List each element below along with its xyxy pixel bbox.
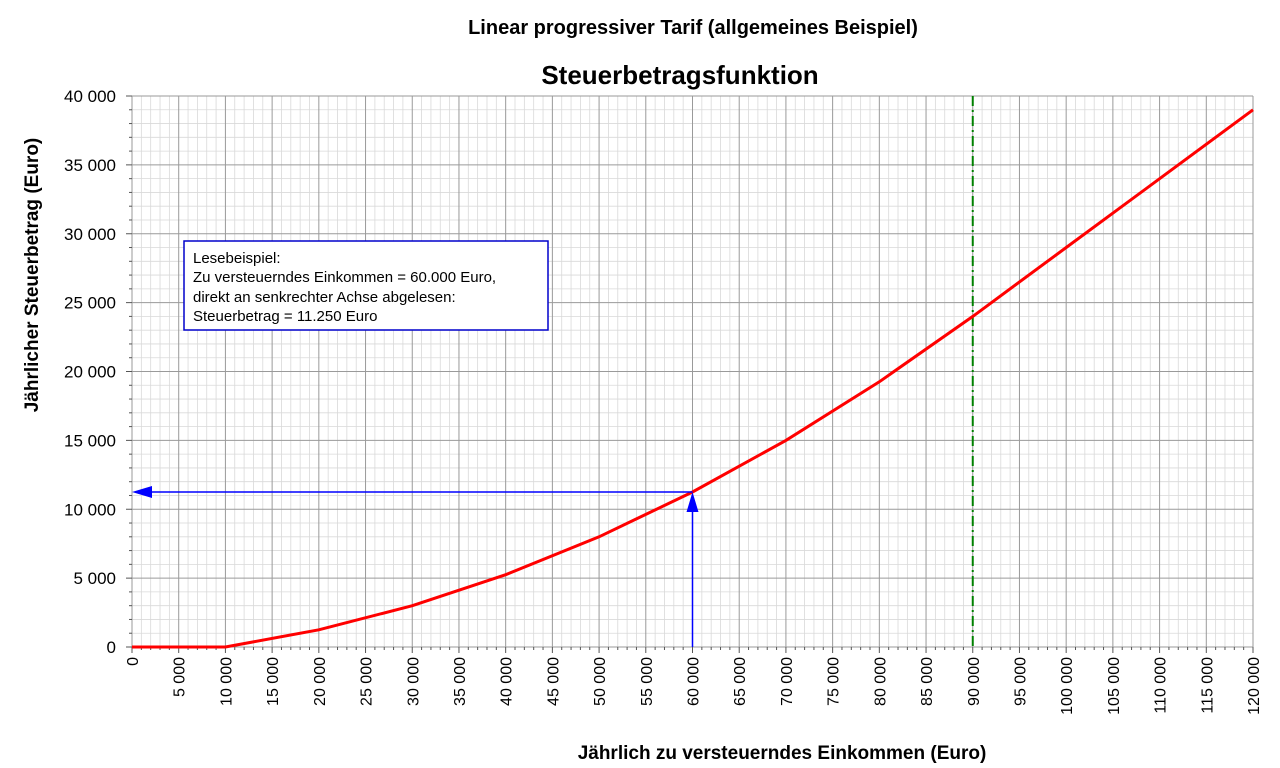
axis-ticks [126, 95, 1254, 653]
x-tick-label: 5 000 [172, 657, 189, 697]
x-tick-labels: 0 5 000 10 000 15 000 20 000 25 000 30 000 35 0… [125, 657, 1263, 715]
annotation-line-1: Lesebeispiel: [193, 250, 281, 267]
x-tick-label: 60 000 [686, 657, 703, 706]
y-tick-label: 15 000 [64, 431, 116, 450]
x-tick-label: 100 000 [1059, 657, 1076, 715]
y-tick-label: 40 000 [64, 87, 116, 106]
x-tick-label: 55 000 [639, 657, 656, 706]
x-tick-label: 10 000 [218, 657, 235, 706]
y-tick-labels: 0 5 000 10 000 15 000 20 000 25 000 30 000 35 0… [64, 87, 116, 657]
y-tick-label: 25 000 [64, 294, 116, 313]
x-tick-label: 105 000 [1106, 657, 1123, 715]
x-tick-label: 85 000 [919, 657, 936, 706]
x-tick-label: 20 000 [312, 657, 329, 706]
x-tick-label: 40 000 [499, 657, 516, 706]
chart-title: Steuerbetragsfunktion [541, 60, 818, 90]
x-tick-label: 65 000 [732, 657, 749, 706]
x-tick-label: 30 000 [405, 657, 422, 706]
x-tick-label: 75 000 [826, 657, 843, 706]
y-tick-label: 5 000 [73, 569, 116, 588]
x-tick-label: 50 000 [592, 657, 609, 706]
y-tick-label: 20 000 [64, 363, 116, 382]
horizontal-arrow-head [132, 486, 152, 499]
annotation-line-3: direkt an senkrechter Achse abgelesen: [193, 289, 456, 306]
y-tick-label: 0 [107, 638, 116, 657]
x-tick-label: 0 [125, 657, 142, 666]
vertical-arrow-head [686, 492, 699, 513]
x-tick-label: 25 000 [359, 657, 376, 706]
y-tick-label: 35 000 [64, 156, 116, 175]
x-tick-label: 120 000 [1246, 657, 1263, 715]
y-axis-label: Jährlicher Steuerbetrag (Euro) [22, 138, 43, 413]
x-tick-label: 45 000 [545, 657, 562, 706]
y-tick-label: 10 000 [64, 500, 116, 519]
annotation-box [183, 240, 549, 331]
x-tick-label: 70 000 [779, 657, 796, 706]
x-tick-label: 80 000 [872, 657, 889, 706]
x-tick-label: 95 000 [1012, 657, 1029, 706]
annotation-line-4: Steuerbetrag = 11.250 Euro [193, 308, 377, 325]
x-tick-label: 90 000 [966, 657, 983, 706]
x-tick-label: 15 000 [265, 657, 282, 706]
x-tick-label: 115 000 [1199, 657, 1216, 714]
annotation-line-2: Zu versteuerndes Einkommen = 60.000 Euro… [193, 269, 496, 286]
reading-example-arrows [132, 486, 699, 647]
chart-supertitle: Linear progressiver Tarif (allgemeines B… [468, 17, 918, 39]
x-tick-label: 35 000 [452, 657, 469, 706]
y-tick-label: 30 000 [64, 225, 116, 244]
x-tick-label: 110 000 [1153, 657, 1170, 714]
x-axis-label: Jährlich zu versteuerndes Einkommen (Eur… [578, 743, 987, 764]
